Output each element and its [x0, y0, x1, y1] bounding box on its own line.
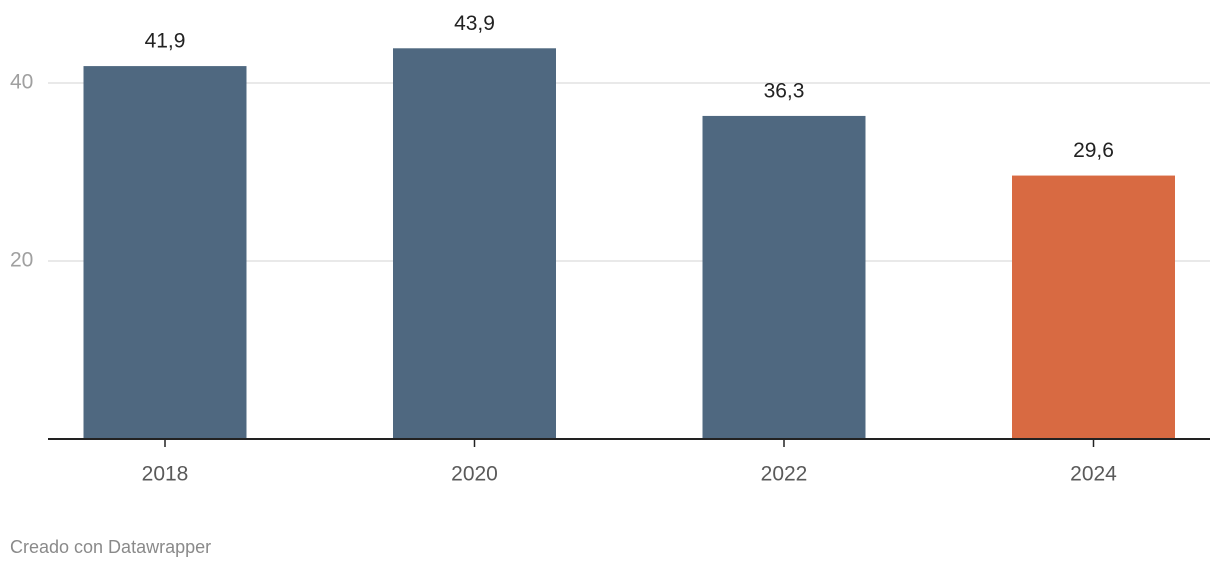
x-tick-label: 2024	[1070, 463, 1117, 486]
value-label: 29,6	[1073, 139, 1114, 162]
y-tick-label: 40	[10, 71, 33, 94]
bar	[83, 66, 247, 439]
bar	[1012, 175, 1175, 439]
bar	[393, 48, 556, 439]
x-tick-label: 2018	[142, 463, 189, 486]
bar	[702, 115, 866, 440]
value-label: 41,9	[145, 30, 186, 53]
y-tick-label: 20	[10, 249, 33, 272]
footer: Creado con Datawrapper	[10, 537, 211, 557]
x-tick-label: 2020	[451, 463, 498, 486]
value-label: 43,9	[454, 12, 495, 35]
x-tick-label: 2022	[761, 463, 808, 486]
value-label: 36,3	[764, 79, 805, 102]
